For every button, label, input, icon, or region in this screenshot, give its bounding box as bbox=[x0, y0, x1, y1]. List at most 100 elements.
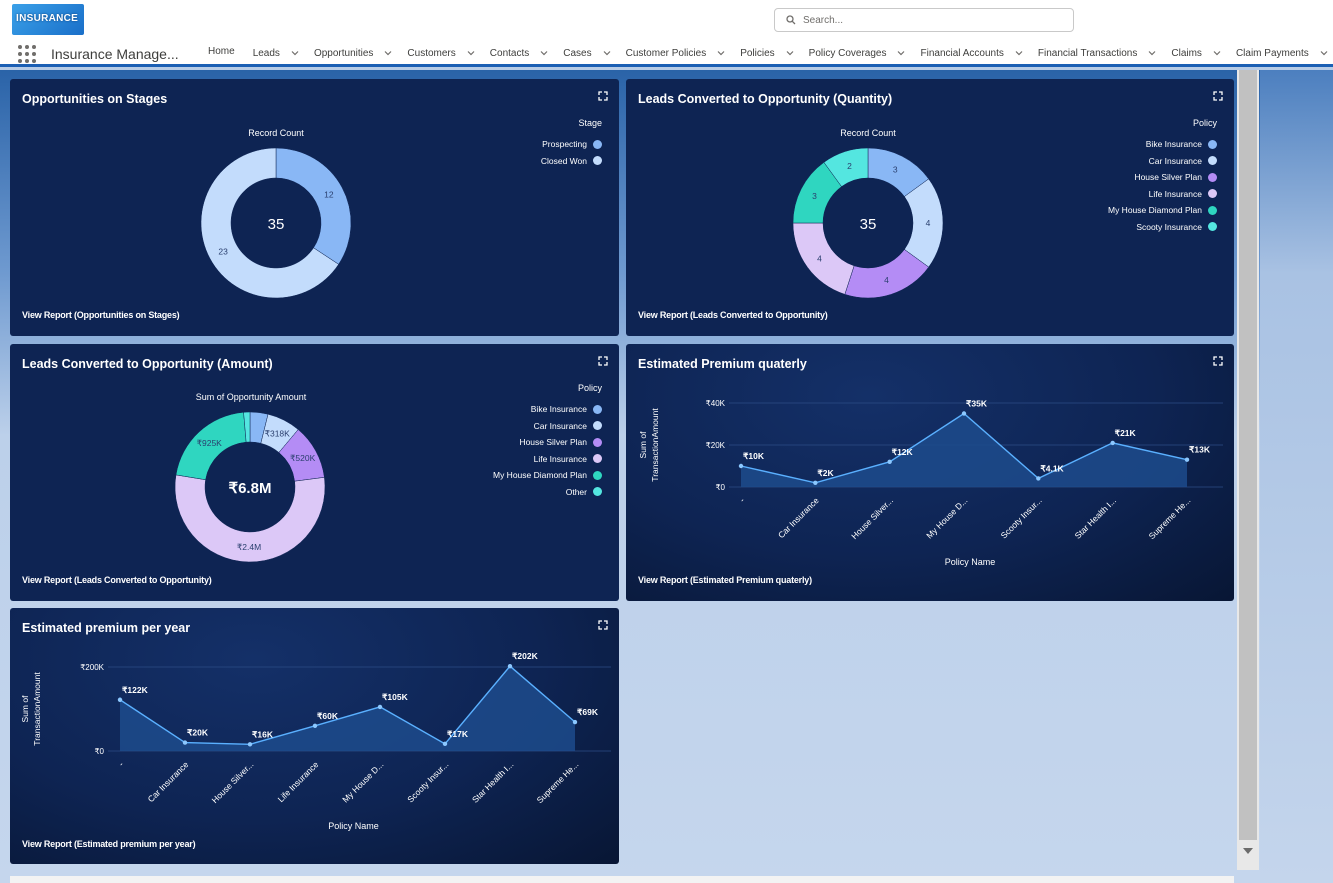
donut-slice-closed-won[interactable] bbox=[200, 147, 339, 299]
data-point[interactable] bbox=[1110, 440, 1115, 446]
data-point[interactable] bbox=[117, 697, 123, 702]
chevron-down-icon[interactable] bbox=[1147, 48, 1157, 58]
donut-slice-prospecting[interactable] bbox=[275, 147, 352, 265]
data-point[interactable] bbox=[887, 459, 892, 464]
data-point[interactable] bbox=[1036, 476, 1041, 481]
legend-item-bike-insurance[interactable]: Bike Insurance bbox=[1108, 136, 1217, 153]
area-chart[interactable]: ₹0 ₹200K ₹122K - ₹20K Car Insurance ₹16K House … bbox=[10, 638, 619, 838]
data-point[interactable] bbox=[961, 411, 967, 416]
data-point[interactable] bbox=[572, 719, 578, 725]
data-point[interactable] bbox=[507, 663, 513, 669]
legend-item-bike-insurance[interactable]: Bike Insurance bbox=[493, 401, 602, 418]
legend-swatch bbox=[593, 421, 602, 431]
scrollbar-thumb[interactable] bbox=[1239, 70, 1257, 840]
donut-chart[interactable]: 12 23 35 bbox=[196, 143, 356, 303]
tab-cases[interactable]: Cases bbox=[555, 39, 617, 67]
data-point[interactable] bbox=[247, 742, 253, 747]
tab-contacts[interactable]: Contacts bbox=[482, 39, 555, 67]
data-point[interactable] bbox=[738, 463, 744, 469]
expand-icon[interactable] bbox=[598, 91, 608, 101]
data-point[interactable] bbox=[312, 723, 318, 728]
chevron-down-icon[interactable] bbox=[1319, 48, 1329, 58]
area-chart[interactable]: ₹0 ₹20K ₹40K ₹10K - ₹2K Car Insurance ₹12K House… bbox=[626, 374, 1234, 574]
legend-item-house-silver-plan[interactable]: House Silver Plan bbox=[493, 434, 602, 451]
card-title: Estimated Premium quaterly bbox=[638, 357, 807, 371]
chevron-down-icon[interactable] bbox=[1014, 48, 1024, 58]
legend-item-car-insurance[interactable]: Car Insurance bbox=[493, 418, 602, 435]
expand-icon[interactable] bbox=[598, 356, 608, 366]
legend-item-other[interactable]: Other bbox=[493, 484, 602, 501]
tab-claim-payments[interactable]: Claim Payments bbox=[1228, 39, 1333, 67]
scroll-down-icon[interactable] bbox=[1243, 847, 1253, 855]
data-label: ₹21K bbox=[1115, 428, 1137, 438]
chevron-down-icon[interactable] bbox=[1212, 48, 1222, 58]
tab-claims[interactable]: Claims bbox=[1163, 39, 1228, 67]
view-report-link[interactable]: View Report (Leads Converted to Opportun… bbox=[638, 310, 828, 320]
area-fill bbox=[120, 666, 575, 751]
slice-label: ₹520K bbox=[290, 453, 316, 463]
search-input[interactable] bbox=[803, 12, 1063, 29]
legend-label: Life Insurance bbox=[533, 453, 587, 464]
legend-item-my-house-diamond-plan[interactable]: My House Diamond Plan bbox=[493, 467, 602, 484]
legend-item-life-insurance[interactable]: Life Insurance bbox=[1108, 186, 1217, 203]
legend-item-closed-won[interactable]: Closed Won bbox=[541, 153, 602, 170]
data-label: ₹16K bbox=[252, 729, 274, 739]
donut-chart[interactable]: 3 4 4 4 3 2 35 bbox=[788, 143, 948, 303]
tab-policy-coverages[interactable]: Policy Coverages bbox=[801, 39, 913, 67]
legend-item-life-insurance[interactable]: Life Insurance bbox=[493, 451, 602, 468]
donut-chart[interactable]: ₹318K ₹520K ₹2.4M ₹925K ₹6.8M bbox=[170, 407, 330, 567]
slice-label: ₹318K bbox=[265, 429, 291, 439]
view-report-link[interactable]: View Report (Leads Converted to Opportun… bbox=[22, 575, 212, 585]
tab-home[interactable]: Home bbox=[198, 39, 245, 67]
data-point[interactable] bbox=[1184, 457, 1190, 462]
chevron-down-icon[interactable] bbox=[785, 48, 795, 58]
donut-slice-scooty-insurance[interactable] bbox=[823, 147, 869, 187]
data-point[interactable] bbox=[377, 704, 383, 710]
data-point[interactable] bbox=[182, 740, 188, 745]
donut-slice-other[interactable] bbox=[243, 411, 251, 443]
data-point[interactable] bbox=[813, 480, 818, 485]
card-title: Estimated premium per year bbox=[22, 621, 191, 635]
view-report-link[interactable]: View Report (Opportunities on Stages) bbox=[22, 310, 180, 320]
global-search[interactable] bbox=[774, 8, 1074, 32]
chevron-down-icon[interactable] bbox=[716, 48, 726, 58]
tab-customer-policies[interactable]: Customer Policies bbox=[618, 39, 733, 67]
tab-opportunities[interactable]: Opportunities bbox=[306, 39, 399, 67]
chevron-down-icon[interactable] bbox=[466, 48, 476, 58]
expand-icon[interactable] bbox=[1213, 356, 1223, 366]
legend-swatch bbox=[593, 470, 602, 480]
chevron-down-icon[interactable] bbox=[896, 48, 906, 58]
data-point[interactable] bbox=[442, 741, 448, 747]
view-report-link[interactable]: View Report (Estimated Premium quaterly) bbox=[638, 575, 812, 585]
data-label: ₹122K bbox=[122, 685, 149, 695]
app-launcher-icon[interactable] bbox=[18, 45, 36, 63]
page-background bbox=[1260, 70, 1333, 883]
legend-item-house-silver-plan[interactable]: House Silver Plan bbox=[1108, 169, 1217, 186]
tab-financial-accounts[interactable]: Financial Accounts bbox=[912, 39, 1029, 67]
chevron-down-icon[interactable] bbox=[383, 48, 393, 58]
tab-policies[interactable]: Policies bbox=[732, 39, 800, 67]
legend-item-car-insurance[interactable]: Car Insurance bbox=[1108, 153, 1217, 170]
expand-icon[interactable] bbox=[1213, 91, 1223, 101]
x-tick-label: - bbox=[116, 759, 125, 768]
search-icon bbox=[786, 15, 796, 25]
expand-icon[interactable] bbox=[598, 620, 608, 630]
legend-swatch bbox=[1208, 189, 1217, 199]
chevron-down-icon[interactable] bbox=[290, 48, 300, 58]
app-logo[interactable]: INSURANCE bbox=[12, 4, 84, 35]
card-title: Leads Converted to Opportunity (Quantity… bbox=[638, 92, 893, 106]
chart-subtitle: Sum of Opportunity Amount bbox=[195, 392, 307, 402]
x-axis-title: Policy Name bbox=[945, 557, 996, 567]
tab-financial-transactions[interactable]: Financial Transactions bbox=[1030, 39, 1164, 67]
donut-slice-life-insurance[interactable] bbox=[792, 222, 855, 295]
chevron-down-icon[interactable] bbox=[602, 48, 612, 58]
view-report-link[interactable]: View Report (Estimated premium per year) bbox=[22, 839, 196, 849]
legend-item-my-house-diamond-plan[interactable]: My House Diamond Plan bbox=[1108, 202, 1217, 219]
chevron-down-icon[interactable] bbox=[539, 48, 549, 58]
legend-item-scooty-insurance[interactable]: Scooty Insurance bbox=[1108, 219, 1217, 236]
legend-item-prospecting[interactable]: Prospecting bbox=[541, 136, 602, 153]
chart-subtitle: Record Count bbox=[840, 128, 896, 138]
tab-customers[interactable]: Customers bbox=[399, 39, 481, 67]
card-estimated-premium-quarterly: Estimated Premium quaterly ₹0 ₹20K ₹40K ₹10… bbox=[626, 344, 1234, 601]
tab-leads[interactable]: Leads bbox=[245, 39, 306, 67]
